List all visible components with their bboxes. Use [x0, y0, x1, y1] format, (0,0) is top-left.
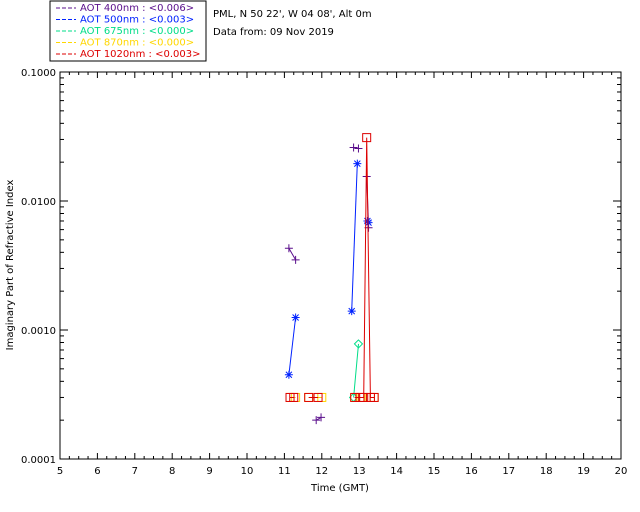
series-line [351, 163, 358, 312]
x-tick-label: 17 [502, 466, 515, 477]
data-point [291, 255, 300, 264]
data-point [312, 416, 321, 425]
series-2 [348, 339, 364, 403]
x-tick-label: 11 [278, 466, 291, 477]
x-axis-label: Time (GMT) [310, 483, 369, 494]
x-tick-label: 15 [428, 466, 441, 477]
y-tick-label: 0.0100 [21, 197, 56, 208]
y-tick-label: 0.0001 [21, 455, 56, 466]
legend: AOT 400nm : <0.006>AOT 500nm : <0.003>AO… [49, 0, 207, 62]
data-point [304, 392, 314, 402]
data-point [284, 370, 293, 379]
y-axis-label: Imaginary Part of Refractive Index [5, 180, 16, 351]
legend-entry: AOT 675nm : <0.000> [80, 26, 194, 37]
data-point [369, 392, 379, 402]
axes: 5 6 7 8 9 10 11 12 13 14 15 16 17 18 19 20 0.0001 0.0010 0… [21, 68, 627, 477]
y-tick-label: 0.0010 [21, 326, 56, 337]
data-point [313, 392, 323, 402]
date-label: Data from: 09 Nov 2019 [213, 27, 334, 38]
x-tick-label: 18 [540, 466, 553, 477]
x-tick-label: 6 [94, 466, 100, 477]
series-4 [285, 133, 379, 402]
site-label: PML, N 50 22', W 04 08', Alt 0m [213, 9, 372, 20]
data-point [349, 143, 358, 152]
series-0 [284, 143, 373, 425]
data-point [289, 392, 299, 402]
x-tick-label: 9 [206, 466, 212, 477]
series-layer [284, 133, 379, 425]
data-point [364, 218, 373, 227]
series-line [288, 248, 297, 261]
x-tick-label: 7 [132, 466, 138, 477]
legend-entry: AOT 500nm : <0.003> [80, 15, 194, 26]
data-point [317, 413, 326, 422]
data-point [350, 392, 360, 402]
x-tick-label: 10 [241, 466, 254, 477]
plot-area [59, 71, 622, 460]
series-line [353, 343, 359, 398]
data-point [284, 244, 293, 253]
x-tick-label: 16 [465, 466, 478, 477]
x-tick-label: 19 [577, 466, 590, 477]
data-point [353, 159, 362, 168]
legend-entry: AOT 870nm : <0.000> [80, 38, 194, 49]
data-point [359, 392, 369, 402]
data-point [362, 133, 372, 143]
data-point [354, 144, 363, 153]
x-tick-label: 13 [353, 466, 366, 477]
x-tick-label: 14 [390, 466, 403, 477]
x-tick-label: 8 [169, 466, 175, 477]
x-tick-label: 12 [315, 466, 328, 477]
x-tick-label: 20 [615, 466, 628, 477]
x-tick-label: 5 [57, 466, 63, 477]
data-point [353, 339, 364, 349]
legend-entry: AOT 400nm : <0.006> [80, 3, 194, 14]
data-point [291, 313, 300, 322]
legend-entry: AOT 1020nm : <0.003> [80, 49, 200, 60]
y-tick-label: 0.1000 [21, 68, 56, 79]
series-1 [284, 159, 373, 379]
series-line [288, 317, 297, 375]
data-point [347, 307, 356, 316]
